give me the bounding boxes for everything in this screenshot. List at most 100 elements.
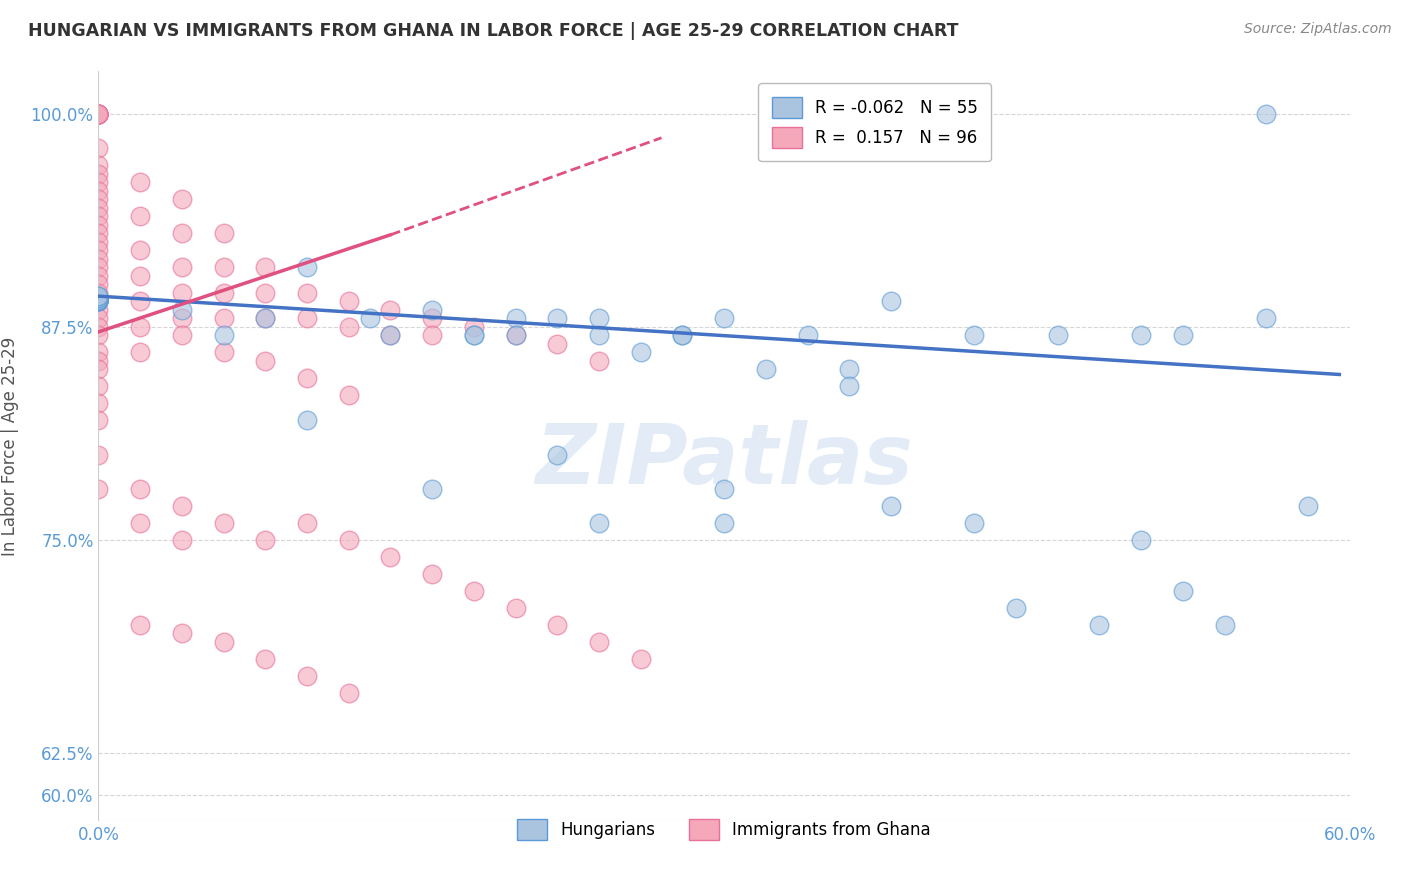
Point — [295, 669, 318, 683]
Point — [420, 311, 443, 326]
Point — [1130, 533, 1153, 547]
Point — [796, 328, 818, 343]
Point — [87, 226, 110, 240]
Point — [87, 319, 110, 334]
Point — [87, 107, 110, 121]
Point — [87, 285, 110, 300]
Point — [546, 617, 568, 632]
Point — [212, 285, 235, 300]
Point — [87, 158, 110, 172]
Point — [713, 311, 735, 326]
Point — [87, 482, 110, 496]
Point — [212, 635, 235, 649]
Point — [212, 516, 235, 530]
Point — [87, 268, 110, 283]
Point — [463, 328, 485, 343]
Point — [129, 268, 152, 283]
Point — [295, 413, 318, 427]
Point — [380, 549, 402, 564]
Point — [129, 482, 152, 496]
Point — [87, 448, 110, 462]
Point — [87, 141, 110, 155]
Point — [254, 533, 277, 547]
Point — [87, 107, 110, 121]
Point — [295, 260, 318, 275]
Y-axis label: In Labor Force | Age 25-29: In Labor Force | Age 25-29 — [1, 336, 20, 556]
Point — [1130, 328, 1153, 343]
Point — [546, 311, 568, 326]
Point — [838, 362, 860, 376]
Point — [254, 354, 277, 368]
Point — [87, 293, 110, 307]
Point — [129, 345, 152, 359]
Point — [170, 499, 193, 513]
Point — [87, 293, 110, 307]
Point — [295, 371, 318, 385]
Point — [337, 319, 360, 334]
Point — [1256, 107, 1278, 121]
Point — [129, 175, 152, 189]
Point — [546, 336, 568, 351]
Legend: Hungarians, Immigrants from Ghana: Hungarians, Immigrants from Ghana — [503, 805, 945, 854]
Point — [212, 328, 235, 343]
Point — [380, 302, 402, 317]
Point — [588, 635, 610, 649]
Point — [87, 107, 110, 121]
Point — [337, 294, 360, 309]
Point — [87, 362, 110, 376]
Point — [359, 311, 381, 326]
Point — [170, 192, 193, 206]
Point — [170, 302, 193, 317]
Point — [129, 319, 152, 334]
Point — [87, 218, 110, 232]
Point — [212, 345, 235, 359]
Point — [87, 252, 110, 266]
Point — [1296, 499, 1319, 513]
Point — [87, 291, 110, 305]
Point — [420, 328, 443, 343]
Point — [337, 533, 360, 547]
Point — [1256, 311, 1278, 326]
Point — [87, 354, 110, 368]
Point — [87, 209, 110, 223]
Point — [87, 293, 110, 307]
Point — [87, 107, 110, 121]
Point — [963, 328, 986, 343]
Point — [87, 294, 110, 309]
Point — [380, 328, 402, 343]
Point — [87, 277, 110, 292]
Point — [87, 184, 110, 198]
Point — [505, 328, 527, 343]
Point — [671, 328, 693, 343]
Point — [87, 107, 110, 121]
Point — [212, 226, 235, 240]
Point — [254, 260, 277, 275]
Point — [87, 107, 110, 121]
Point — [630, 652, 652, 666]
Point — [505, 311, 527, 326]
Point — [87, 260, 110, 275]
Point — [588, 328, 610, 343]
Point — [87, 107, 110, 121]
Point — [87, 379, 110, 393]
Point — [87, 294, 110, 309]
Point — [87, 243, 110, 257]
Point — [254, 311, 277, 326]
Text: HUNGARIAN VS IMMIGRANTS FROM GHANA IN LABOR FORCE | AGE 25-29 CORRELATION CHART: HUNGARIAN VS IMMIGRANTS FROM GHANA IN LA… — [28, 22, 959, 40]
Point — [87, 167, 110, 181]
Point — [87, 289, 110, 303]
Point — [170, 260, 193, 275]
Point — [170, 226, 193, 240]
Text: Source: ZipAtlas.com: Source: ZipAtlas.com — [1244, 22, 1392, 37]
Point — [129, 294, 152, 309]
Point — [212, 260, 235, 275]
Point — [170, 328, 193, 343]
Point — [588, 354, 610, 368]
Point — [129, 617, 152, 632]
Point — [713, 516, 735, 530]
Point — [463, 319, 485, 334]
Point — [87, 175, 110, 189]
Point — [87, 294, 110, 309]
Point — [295, 311, 318, 326]
Point — [87, 328, 110, 343]
